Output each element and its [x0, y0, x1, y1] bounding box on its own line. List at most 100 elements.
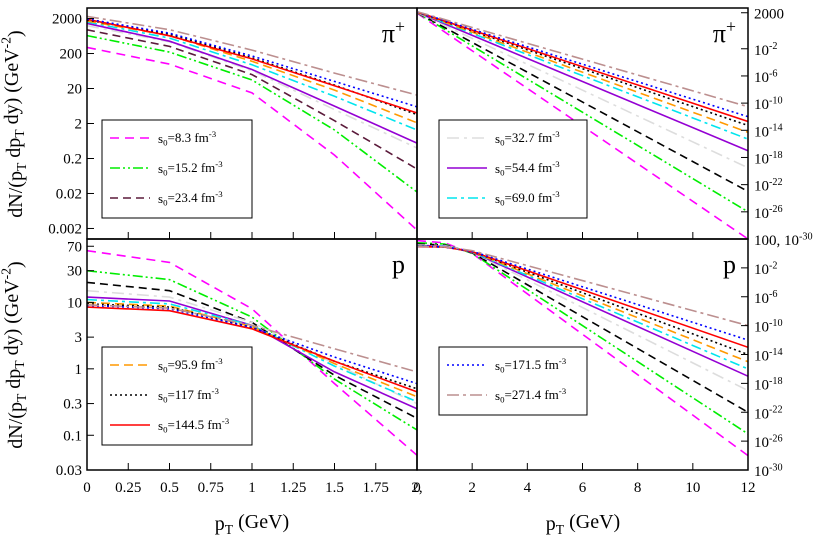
pion-high-ytick-label: 10-2​ — [754, 41, 778, 59]
proton-low-series-117 — [87, 303, 417, 390]
proton-low-ytick-label: 0.03 — [56, 463, 82, 479]
proton-low-xtick-label: 1.75 — [363, 480, 389, 496]
proton-low-xtick-label: 1.5 — [325, 480, 344, 496]
pion-low-series-95.9 — [87, 20, 417, 124]
proton-high-ytick-label: 10-22​ — [754, 405, 783, 423]
pion-low-legend-label: s0​=8.3 fm-3​ — [158, 129, 217, 148]
pion-high-ytick-label: 10-14​ — [754, 123, 783, 141]
xlabel-left: pT​ (GeV) — [215, 511, 289, 537]
proton-low-legend-label: s0​=117 fm-3​ — [158, 386, 219, 405]
proton-low-ytick-label: 3 — [75, 330, 83, 346]
proton-high-xtick-label: 6 — [579, 480, 587, 496]
pion-low-title: π+​ — [382, 16, 405, 48]
pion-low-ytick-label: 0.02 — [56, 186, 82, 202]
proton-high-legend-label: s0​=271.4 fm-3​ — [495, 386, 567, 405]
pion-high-series-144.5 — [417, 11, 748, 123]
pion-low-ytick-label: 20 — [67, 82, 82, 98]
pion-low-series-69.0 — [87, 21, 417, 131]
proton-low-series-144.5 — [87, 306, 417, 393]
proton-low-series-15.2 — [87, 269, 417, 431]
proton-high-ytick-label: 10-6​ — [754, 289, 778, 307]
proton-low-legend-label: s0​=95.9 fm-3​ — [158, 356, 223, 375]
ylabel-bottom: dN/(pT​ dpT​ dy) (GeV-2​) — [0, 261, 29, 448]
pion-high-legend-label: s0​=32.7 fm-3​ — [495, 129, 560, 148]
pion-high-series-95.9 — [417, 11, 748, 134]
pion-low-series-32.7 — [87, 24, 417, 149]
pion-low-series-271.4 — [87, 15, 417, 96]
pion-high-series-117 — [417, 11, 748, 127]
pion-high-series-69.0 — [417, 11, 748, 140]
proton-low-xtick-label: 1 — [248, 480, 256, 496]
proton-low-ytick-label: 10 — [67, 295, 82, 311]
pion-low-ytick-label: 2000 — [52, 12, 82, 28]
proton-low-legend-box — [101, 346, 253, 446]
proton-low-title: p — [392, 250, 405, 279]
proton-low-xtick-label: 2, — [411, 480, 422, 496]
proton-low-legend-label: s0​=144.5 fm-3​ — [158, 416, 230, 435]
proton-high-series-8.3 — [417, 239, 748, 457]
proton-low-xtick-label: 0.75 — [198, 480, 224, 496]
proton-high-title: p — [723, 250, 736, 279]
proton-high-legend-label: s0​=171.5 fm-3​ — [495, 356, 567, 375]
proton-high-series-144.5 — [417, 245, 748, 349]
pion-high-ytick-label: 10-22​ — [754, 177, 783, 195]
pion-high-series-32.7 — [417, 11, 748, 169]
pion-low-legend-label: s0​=15.2 fm-3​ — [158, 159, 223, 178]
ylabel-top: dN/(pT​ dpT​ dy) (GeV-2​) — [0, 30, 29, 217]
proton-low-ytick-label: 1 — [75, 362, 83, 378]
pion-low-ytick-label: 0.002 — [48, 221, 82, 237]
pion-high-ytick-label: 10-6​ — [754, 68, 778, 86]
proton-high-xtick-label: 0 — [413, 480, 421, 496]
pion-high-legend-label: s0​=69.0 fm-3​ — [495, 189, 560, 208]
pion-high-series-23.4 — [417, 11, 748, 193]
pion-high-legend-box — [438, 119, 588, 219]
pion-low-legend-label: s0​=23.4 fm-3​ — [158, 189, 223, 208]
proton-high-series-271.4 — [417, 245, 748, 327]
proton-low-ytick-label: 30 — [67, 264, 82, 280]
pion-high-ytick-label: 2000 — [754, 7, 784, 23]
pion-high-ytick-label: 10-18​ — [754, 150, 783, 168]
proton-low-xtick-label: 0.25 — [115, 480, 141, 496]
xlabel-right: pT​ (GeV) — [546, 511, 620, 537]
proton-low-xtick-label: 0.5 — [160, 480, 179, 496]
proton-high-series-32.7 — [417, 244, 748, 392]
proton-high-ytick-label: 10-26​ — [754, 434, 783, 452]
pion-low-ytick-label: 200 — [60, 47, 83, 63]
proton-high-xtick-label: 12 — [741, 480, 756, 496]
proton-low-ytick-label: 0.3 — [63, 397, 82, 413]
proton-low-series-95.9 — [87, 301, 417, 398]
proton-high-ytick-label: 10-10​ — [754, 318, 783, 336]
pion-low-series-8.3 — [87, 46, 417, 231]
proton-low-xtick-label: 1.25 — [280, 480, 306, 496]
proton-high-ytick-label: 10-18​ — [754, 376, 783, 394]
proton-low-series-69.0 — [87, 298, 417, 403]
pion-low-ytick-label: 0.2 — [63, 151, 82, 167]
proton-high-series-117 — [417, 245, 748, 356]
proton-high-ytick-label: 10-2​ — [754, 260, 778, 278]
pion-high-title: π+​ — [713, 16, 736, 48]
pion-low-series-23.4 — [87, 29, 417, 170]
pion-high-ytick-label: 10-10​ — [754, 96, 783, 114]
proton-high-xtick-label: 10 — [685, 480, 700, 496]
pion-low-series-171.5 — [87, 18, 417, 108]
pion-high-ytick-label: 10-26​ — [754, 204, 783, 222]
pion-high-legend-label: s0​=54.4 fm-3​ — [495, 159, 560, 178]
proton-low-ytick-label: 70 — [67, 239, 82, 255]
proton-low-ytick-label: 0.1 — [63, 428, 82, 444]
pion-low-series-15.2 — [87, 34, 417, 193]
proton-high-xtick-label: 8 — [634, 480, 642, 496]
proton-low-series-271.4 — [87, 304, 417, 373]
proton-high-ytick-label: 10-30​ — [754, 462, 783, 480]
proton-low-series-32.7 — [87, 289, 417, 405]
pion-low-legend-box — [101, 119, 253, 219]
proton-high-xtick-label: 4 — [524, 480, 532, 496]
proton-high-series-95.9 — [417, 245, 748, 363]
proton-high-ytick-label: 10-14​ — [754, 347, 783, 365]
pion-low-series-54.4 — [87, 22, 417, 144]
proton-high-legend-box — [438, 346, 588, 416]
proton-low-xtick-label: 0 — [83, 480, 91, 496]
pion-low-series-144.5 — [87, 18, 417, 114]
pion-high-series-15.2 — [417, 12, 748, 213]
proton-high-ytick-label: 100, 10-30​ — [754, 231, 813, 249]
